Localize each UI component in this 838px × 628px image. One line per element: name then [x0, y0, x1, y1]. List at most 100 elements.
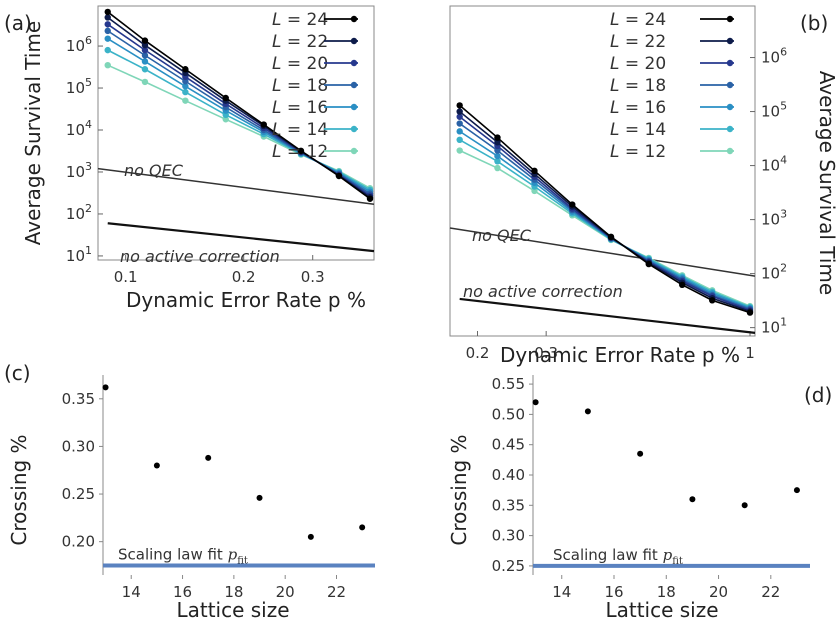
- data-point: [222, 116, 229, 123]
- y-tick-label: 102: [761, 262, 787, 283]
- legend-swatch-marker: [350, 81, 358, 89]
- y-tick-label: 0.40: [492, 466, 525, 484]
- y-tick-label: 103: [761, 208, 787, 229]
- crossing-point: [102, 384, 109, 391]
- panel-letter-d: (d): [804, 383, 832, 407]
- fit-label: Scaling law fit pfit: [118, 545, 248, 566]
- y-tick-label: 0.25: [492, 557, 525, 575]
- plot-area-b: 0.2 0.3 1 101 102 103 104 105 106 no QEC no active…: [449, 10, 787, 362]
- panel-letter-c: (c): [4, 361, 31, 385]
- panel-a: (a) 0.1 0.2 0.3 101 102 103 104 105 106 no QEC no …: [4, 5, 375, 312]
- legend-swatch-marker: [350, 15, 358, 23]
- legend-swatch-marker: [726, 59, 734, 67]
- legend-label: L = 16: [610, 98, 666, 118]
- data-point: [182, 88, 189, 96]
- x-tick-label: 14: [552, 583, 571, 601]
- data-point: [456, 136, 463, 144]
- crossing-point: [256, 494, 263, 501]
- legend-label: L = 22: [610, 32, 666, 52]
- x-tick-label: 0.3: [534, 344, 558, 362]
- x-tick-label: 0.1: [114, 268, 138, 286]
- y-tick-label: 105: [761, 100, 787, 121]
- y-tick-label: 103: [66, 160, 92, 181]
- data-point: [182, 83, 189, 90]
- y-tick-label: 0.30: [62, 437, 95, 455]
- data-point: [141, 58, 149, 65]
- data-point: [607, 233, 615, 241]
- data-point: [456, 108, 463, 115]
- y-tick-label: 102: [66, 202, 92, 223]
- data-point: [456, 113, 463, 120]
- legend-label: L = 14: [272, 120, 328, 140]
- data-point: [141, 78, 149, 86]
- data-point: [456, 128, 463, 135]
- x-tick-label: 18: [224, 583, 243, 601]
- data-point: [104, 27, 111, 35]
- legend-swatch-marker: [726, 147, 734, 155]
- crossing-point: [307, 533, 314, 540]
- data-point: [645, 260, 652, 268]
- data-point: [182, 78, 189, 85]
- y-tick-label: 101: [66, 244, 92, 265]
- data-point: [709, 297, 716, 304]
- no-qec-line: [449, 227, 756, 277]
- data-point: [104, 46, 111, 54]
- y-tick-label: 104: [761, 154, 787, 175]
- y-tick-label: 0.25: [62, 485, 95, 503]
- data-point: [104, 21, 111, 28]
- crossing-point: [793, 487, 800, 494]
- data-point: [104, 35, 111, 42]
- x-tick-label: 0.2: [466, 344, 490, 362]
- data-point: [494, 164, 501, 172]
- plot-area-c: 14 16 18 20 22 0.20 0.25 0.30 0.35 Scaling law fi…: [62, 384, 375, 601]
- y-axis-label-d: Crossing %: [447, 434, 471, 545]
- panel-d: (d) 14 16 18 20 22 0.25 0.30 0.35 0.40 0.45 0.50 0.…: [447, 375, 832, 622]
- legend-label: L = 18: [610, 76, 666, 96]
- y-axis-label-b: Average Survival Time: [815, 71, 838, 295]
- y-tick-label: 106: [761, 46, 787, 67]
- data-point: [141, 66, 149, 73]
- legend-label: L = 20: [610, 54, 666, 74]
- data-point: [531, 167, 538, 175]
- crossing-point: [689, 496, 696, 503]
- data-point: [141, 41, 149, 49]
- data-point: [569, 201, 576, 208]
- x-tick-label: 14: [122, 583, 141, 601]
- legend-swatch-marker: [726, 81, 734, 89]
- x-tick-label: 18: [657, 583, 676, 601]
- legend-swatch-marker: [726, 15, 734, 23]
- y-tick-label: 0.50: [492, 405, 525, 423]
- panel-c: (c) 14 16 18 20 22 0.20 0.25 0.30 0.35 Scaling la…: [4, 361, 375, 622]
- data-point: [494, 147, 501, 154]
- data-point: [494, 158, 501, 165]
- legend-swatch-marker: [726, 125, 734, 133]
- crossing-point: [584, 408, 591, 415]
- data-point: [182, 66, 189, 73]
- x-tick-label: 0.3: [301, 268, 325, 286]
- y-tick-label: 0.55: [492, 375, 525, 393]
- data-point: [104, 14, 111, 21]
- legend-swatch-marker: [350, 103, 358, 111]
- data-point: [182, 97, 189, 104]
- legend-label: L = 20: [272, 54, 328, 74]
- legend-label: L = 14: [610, 120, 666, 140]
- data-point: [456, 147, 463, 154]
- crossing-point: [637, 450, 644, 457]
- legend-label: L = 18: [272, 76, 328, 96]
- annotation-no-active-correction: no active correction: [120, 247, 280, 266]
- data-point: [678, 281, 686, 289]
- data-point: [104, 8, 111, 16]
- annotation-no-qec: no QEC: [124, 161, 184, 180]
- crossing-point: [741, 502, 748, 509]
- x-tick-label: 16: [173, 583, 192, 601]
- y-tick-label: 0.45: [492, 436, 525, 454]
- data-point: [141, 46, 149, 54]
- data-point: [494, 139, 501, 146]
- legend-label: L = 24: [610, 10, 666, 30]
- y-tick-label: 0.20: [62, 533, 95, 551]
- x-tick-label: 0.2: [232, 268, 256, 286]
- x-tick-label: 22: [761, 583, 780, 601]
- crossing-point: [205, 454, 212, 461]
- data-point: [222, 94, 229, 102]
